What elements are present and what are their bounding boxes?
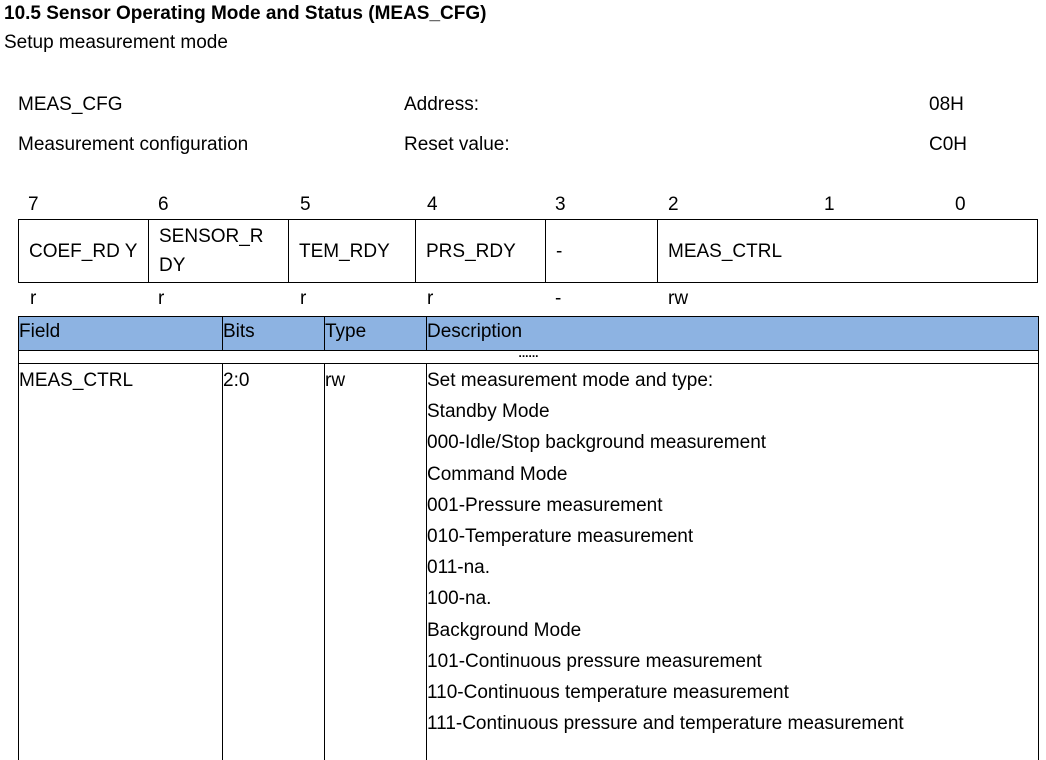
access-type: rw — [668, 288, 689, 309]
row-bits: 2:0 — [223, 370, 250, 391]
access-type: r — [30, 288, 37, 309]
row-type: rw — [325, 370, 346, 391]
register-name: MEAS_CFG — [18, 94, 123, 115]
description-line: 010-Temperature measurement — [427, 525, 694, 547]
description-line: 000-Idle/Stop background measurement — [427, 432, 767, 454]
field-prs-rdy: PRS_RDY — [416, 220, 546, 282]
section-title: 10.5 Sensor Operating Mode and Status (M… — [4, 3, 487, 24]
divider — [18, 364, 19, 760]
header-type: Type — [325, 317, 427, 350]
bit-label: 0 — [955, 194, 966, 215]
access-type: r — [158, 288, 165, 309]
divider — [1038, 364, 1039, 760]
description-line: 101-Continuous pressure measurement — [427, 650, 762, 672]
access-type: r — [427, 288, 434, 309]
header-bits: Bits — [223, 317, 325, 350]
bit-label: 4 — [427, 194, 438, 215]
field-coef-rdy: COEF_RD Y — [19, 220, 149, 282]
reset-label: Reset value: — [404, 134, 510, 155]
divider — [222, 364, 223, 760]
field-sensor-rdy: SENSOR_R DY — [149, 220, 289, 282]
register-bit-table: COEF_RD Y SENSOR_R DY TEM_RDY PRS_RDY - … — [18, 219, 1038, 283]
field-table-header: Field Bits Type Description — [18, 316, 1039, 351]
header-field: Field — [19, 317, 223, 350]
bit-label: 7 — [28, 194, 39, 215]
bit-label: 6 — [158, 194, 169, 215]
register-description: Measurement configuration — [18, 134, 249, 155]
row-description: Set measurement mode and type: Standby M… — [427, 370, 904, 744]
bit-label: 2 — [668, 194, 679, 215]
field-meas-ctrl: MEAS_CTRL — [668, 240, 783, 262]
description-line: 001-Pressure measurement — [427, 494, 663, 516]
description-line: 011-na. — [427, 557, 491, 579]
divider — [426, 364, 427, 760]
header-description: Description — [427, 321, 523, 342]
access-type: r — [300, 288, 307, 309]
field-tem-rdy: TEM_RDY — [289, 220, 416, 282]
section-subtitle: Setup measurement mode — [4, 32, 228, 53]
description-line: 110-Continuous temperature measurement — [427, 681, 789, 703]
access-type: - — [555, 288, 562, 309]
address-label: Address: — [404, 94, 479, 115]
description-line: Background Mode — [427, 619, 582, 641]
description-line: Command Mode — [427, 463, 568, 485]
bit-label: 1 — [824, 194, 835, 215]
ellipsis-row: ...... — [18, 347, 1039, 364]
row-field: MEAS_CTRL — [19, 370, 134, 391]
bit-label: 5 — [300, 194, 311, 215]
divider — [324, 364, 325, 760]
field-reserved: - — [546, 220, 658, 282]
bit-label: 3 — [555, 194, 566, 215]
description-line: 111-Continuous pressure and temperature … — [427, 713, 904, 735]
description-line: Set measurement mode and type: — [427, 370, 714, 391]
reset-value: C0H — [929, 134, 968, 155]
description-line: 100-na. — [427, 588, 492, 610]
address-value: 08H — [929, 94, 964, 115]
description-line: Standby Mode — [427, 401, 550, 423]
